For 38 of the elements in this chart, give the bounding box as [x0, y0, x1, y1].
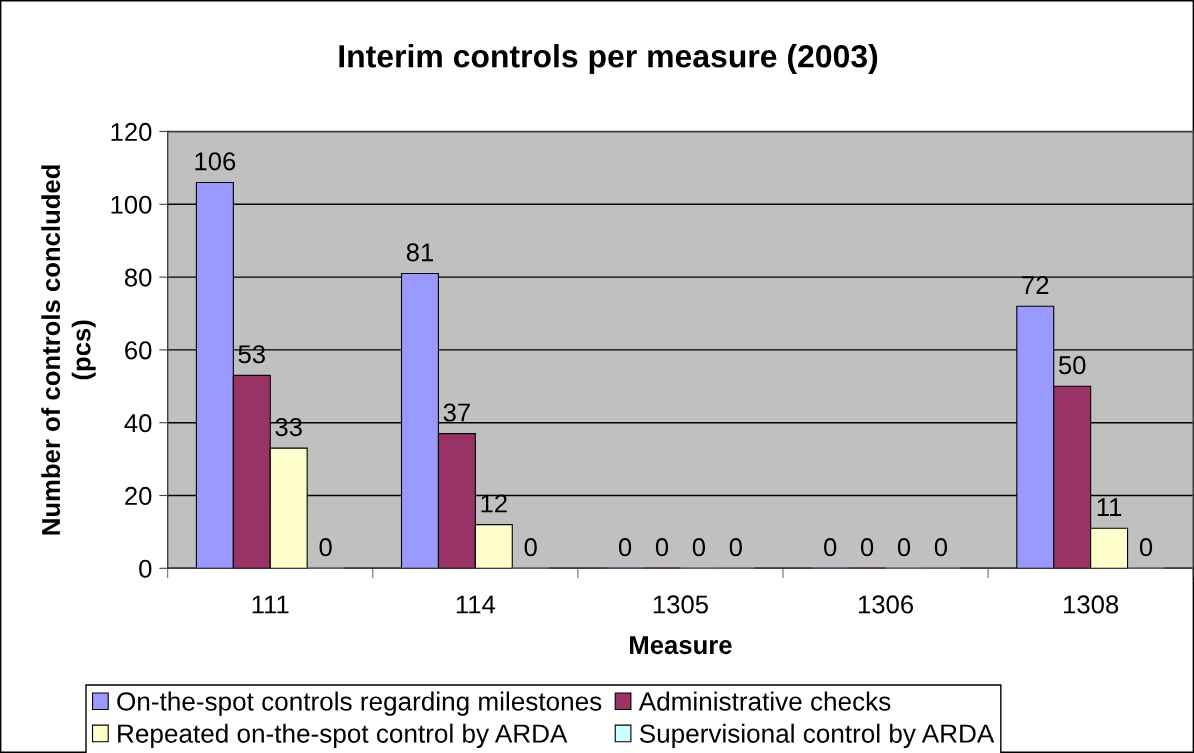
- data-label: 37: [443, 403, 470, 422]
- legend-label: On-the-spot controls regarding milestones: [117, 691, 602, 716]
- data-label: 0: [319, 538, 332, 557]
- legend-label: Repeated on-the-spot control by ARDA: [118, 723, 568, 749]
- data-label: 53: [238, 345, 265, 364]
- y-tick-label: 80: [124, 268, 152, 287]
- data-label: 0: [618, 538, 632, 557]
- data-label: 11: [1097, 498, 1122, 516]
- data-label: 81: [406, 243, 434, 262]
- x-tick-label: 1308: [1064, 595, 1119, 614]
- x-tick-label: 111: [252, 595, 289, 614]
- legend-label: Supervisional control by ARDA: [639, 723, 995, 749]
- chart-title: Interim controls per measure (2003): [339, 44, 878, 74]
- y-tick-label: 60: [125, 341, 152, 360]
- x-axis-title: Measure: [630, 636, 732, 655]
- x-tick-label: 1306: [858, 595, 913, 614]
- data-label: 0: [524, 538, 537, 557]
- y-tick-label: 40: [124, 414, 152, 433]
- data-label: 0: [860, 538, 874, 557]
- data-label: 0: [897, 538, 911, 557]
- data-label: 0: [655, 538, 669, 557]
- data-label: 50: [1058, 356, 1086, 375]
- data-label: 33: [275, 417, 302, 437]
- data-label: 0: [729, 538, 742, 557]
- y-tick-label: 100: [111, 195, 152, 214]
- x-tick-label: 1305: [653, 595, 708, 614]
- y-tick-label: 0: [139, 559, 152, 578]
- legend-label: Administrative checks: [638, 691, 891, 711]
- data-label: 106: [195, 152, 236, 171]
- y-tick-label: 120: [111, 122, 152, 142]
- data-label: 72: [1022, 276, 1049, 294]
- data-label: 0: [824, 538, 837, 557]
- y-tick-label: 20: [125, 486, 152, 506]
- data-label: 0: [934, 538, 948, 557]
- y-axis-title: Number of controls concluded (pcs): [41, 165, 96, 535]
- data-label: 0: [692, 538, 706, 557]
- data-label: 0: [1139, 538, 1153, 557]
- x-tick-label: 114: [456, 595, 496, 614]
